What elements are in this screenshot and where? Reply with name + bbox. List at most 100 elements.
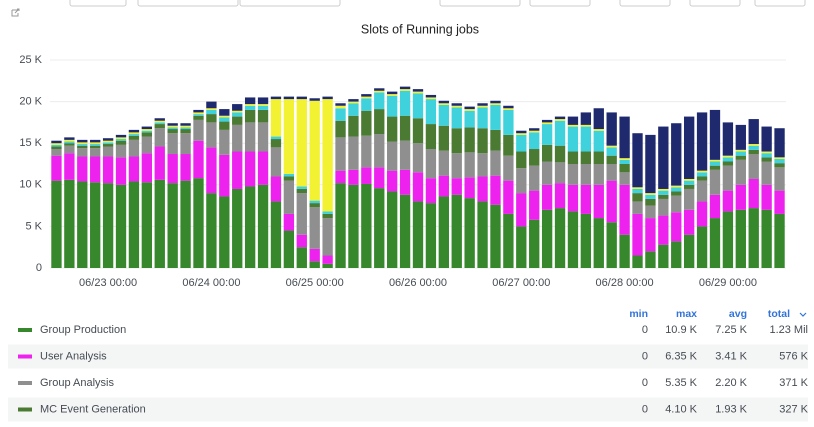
bar-segment [580, 151, 592, 164]
bar-segment [141, 153, 153, 183]
bar-segment [244, 97, 256, 105]
bar-segment [477, 201, 488, 268]
bar-segment [554, 208, 566, 268]
bar-segment [374, 92, 385, 110]
legend-row-bg [8, 344, 808, 369]
bar-segment [128, 129, 140, 133]
bar-segment [683, 209, 695, 235]
bar-segment [232, 151, 243, 189]
bar-segment [490, 129, 501, 151]
bar-segment [619, 116, 630, 159]
bar-segment [709, 159, 721, 162]
bar-segment [309, 203, 320, 208]
legend-stat: 0 [642, 324, 648, 336]
bar-segment [374, 134, 385, 168]
x-tick-label: 06/25 00:00 [286, 277, 344, 289]
bar-segment [606, 155, 617, 164]
bar-segment [296, 247, 307, 268]
bar-segment [529, 190, 540, 220]
bar-segment [516, 133, 527, 135]
bar-segment [322, 213, 333, 219]
bar-segment [335, 105, 346, 109]
bar-segment [193, 112, 204, 115]
bar-segment [102, 183, 114, 268]
x-tick-label: 06/23 00:00 [79, 277, 137, 289]
bar-segment [774, 159, 785, 164]
bar-segment [632, 193, 643, 202]
bar-segment [361, 167, 372, 184]
legend-swatch [18, 381, 32, 385]
bar-segment [322, 99, 333, 212]
bar-segment [102, 144, 114, 147]
bar-segment [348, 99, 359, 102]
bar-segment [464, 109, 475, 111]
bar-segment [154, 118, 165, 121]
bar-segment [774, 167, 785, 191]
bar-segment [619, 159, 630, 164]
bar-segment [425, 149, 437, 179]
bar-segment [348, 101, 359, 104]
bar-segment [90, 148, 101, 157]
bar-segment [451, 194, 462, 268]
bar-segment [219, 196, 230, 268]
bar-segment [361, 110, 372, 136]
bar-segment [438, 100, 449, 104]
bar-segment [257, 151, 269, 185]
bar-segment [696, 170, 708, 173]
bar-segment [619, 234, 630, 268]
bar-segment [464, 110, 475, 128]
bar-segment [425, 99, 437, 125]
bar-segment [451, 105, 462, 108]
bar-segment [348, 136, 359, 170]
bar-segment [503, 108, 514, 110]
bar-segment [399, 86, 411, 90]
bar-segment [90, 139, 101, 143]
bar-segment [619, 158, 630, 160]
bar-segment [683, 116, 695, 179]
bar-segment [671, 185, 682, 188]
bar-segment [683, 234, 695, 268]
bar-segment [683, 180, 695, 185]
bar-segment [619, 172, 630, 185]
bar-segment [64, 143, 75, 146]
bar-segment [309, 200, 320, 204]
legend-column-header: avg [729, 308, 747, 320]
bar-segment [645, 134, 656, 194]
legend-label: Group Production [40, 324, 126, 336]
bar-segment [645, 193, 656, 195]
bar-segment [503, 180, 514, 214]
link-icon[interactable] [11, 8, 20, 17]
legend-label: MC Event Generation [40, 403, 146, 415]
bar-segment [167, 127, 178, 130]
bar-segment [257, 109, 269, 123]
x-tick-label: 06/24 00:00 [182, 277, 240, 289]
legend-stat: 0 [642, 350, 648, 362]
bar-segment [541, 124, 553, 145]
bar-segment [696, 112, 708, 171]
bar-segment [193, 115, 204, 120]
bar-segment [387, 95, 398, 117]
legend-stat: 6.35 K [665, 350, 697, 362]
bar-segment [541, 209, 553, 268]
bar-segment [361, 98, 372, 111]
bar-segment [141, 129, 153, 131]
bar-segment [658, 194, 669, 199]
bar-segment [580, 112, 592, 125]
bar-segment [387, 191, 398, 268]
bar-segment [244, 186, 256, 268]
bar-segment [683, 184, 695, 189]
sort-icon[interactable] [799, 312, 807, 317]
bar-segment [632, 255, 643, 268]
bar-segment [193, 140, 204, 179]
bar-segment [90, 142, 101, 145]
bar-segment [529, 130, 540, 133]
bar-segment [451, 153, 462, 179]
bar-segment [748, 178, 759, 209]
bar-segment [774, 213, 785, 268]
bar-segment [102, 146, 114, 157]
bar-segment [477, 128, 488, 154]
bar-segment [645, 194, 656, 199]
bar-segment [51, 140, 62, 144]
bar-segment [154, 120, 165, 123]
bar-segment [490, 204, 501, 268]
